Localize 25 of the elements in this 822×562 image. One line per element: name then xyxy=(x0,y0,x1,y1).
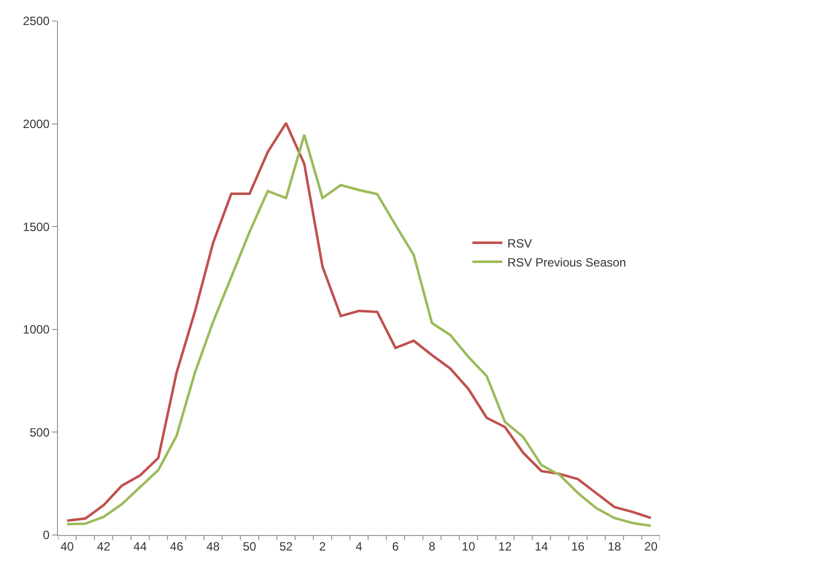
y-tick-label: 1500 xyxy=(22,220,50,234)
x-tick-label: 16 xyxy=(571,539,585,554)
x-tick-label: 50 xyxy=(242,539,257,554)
x-tick-label: 12 xyxy=(498,539,512,554)
y-tick-label: 500 xyxy=(30,425,50,440)
x-tick-label: 4 xyxy=(356,539,363,554)
x-tick-label: 52 xyxy=(279,539,294,554)
x-tick-label: 8 xyxy=(428,539,436,554)
x-tick-label: 6 xyxy=(392,539,400,554)
x-tick-label: 44 xyxy=(133,539,148,554)
x-tick-label: 18 xyxy=(608,539,622,554)
legend-label: RSV Previous Season xyxy=(507,255,626,270)
x-tick-label: 48 xyxy=(206,539,220,554)
y-tick-label: 1000 xyxy=(22,322,50,337)
x-tick-label: 40 xyxy=(60,539,74,554)
x-tick-label: 20 xyxy=(644,539,658,554)
y-tick-label: 2000 xyxy=(22,117,50,131)
x-tick-label: 2 xyxy=(319,539,326,554)
x-tick-label: 46 xyxy=(170,539,184,554)
y-tick-label: 2500 xyxy=(22,14,50,28)
y-tick-label: 0 xyxy=(42,528,50,542)
x-tick-label: 10 xyxy=(462,539,476,554)
x-tick-label: 42 xyxy=(96,539,111,554)
x-tick-label: 14 xyxy=(534,539,548,554)
legend-label: RSV xyxy=(507,236,532,250)
